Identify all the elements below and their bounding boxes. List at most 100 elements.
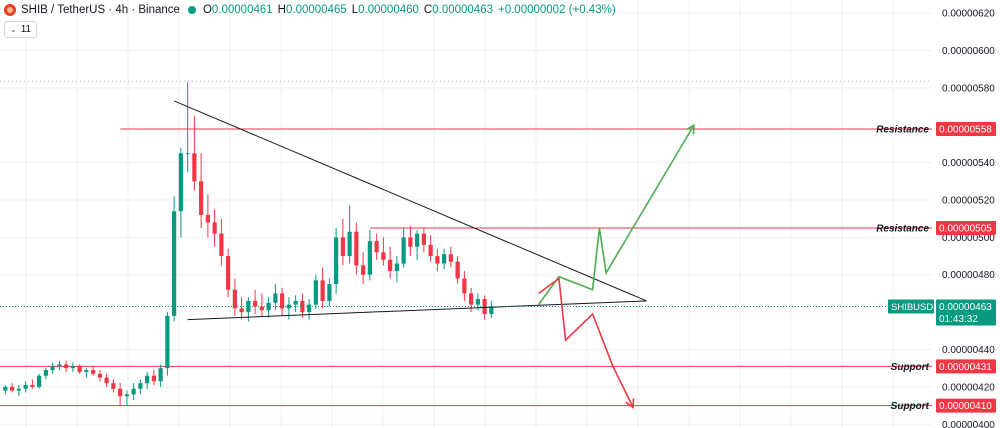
candle-body[interactable]: [232, 289, 237, 309]
candle-body[interactable]: [111, 383, 116, 389]
candle-body[interactable]: [64, 364, 69, 369]
y-axis-tick-label: 0.00000500: [942, 233, 995, 244]
candle-body[interactable]: [3, 386, 8, 391]
candle-body[interactable]: [138, 383, 143, 389]
bullish-projection-path[interactable]: [537, 124, 695, 306]
candle-body[interactable]: [23, 385, 28, 389]
candle-body[interactable]: [388, 259, 393, 272]
candle-body[interactable]: [361, 265, 366, 275]
candle-body[interactable]: [469, 293, 474, 305]
y-axis-tick-label: 0.00000580: [942, 83, 995, 94]
candle-body[interactable]: [374, 241, 379, 253]
y-axis-tick-label: 0.00000600: [942, 46, 995, 57]
level-price-tag: [936, 121, 996, 136]
candle-body[interactable]: [340, 237, 345, 257]
candle-body[interactable]: [192, 153, 197, 182]
candle-body[interactable]: [273, 293, 278, 303]
indicators-toggle[interactable]: ⌄ 11: [4, 21, 38, 38]
level-price-label: 0.00000558: [939, 124, 992, 135]
candle-body[interactable]: [145, 375, 150, 384]
low-value: 0.00000460: [358, 4, 419, 16]
level-name-resistance: Resistance: [876, 224, 929, 235]
candle-body[interactable]: [84, 370, 89, 372]
candle-body[interactable]: [212, 222, 217, 234]
trendline-lower[interactable]: [187, 300, 647, 321]
candle-body[interactable]: [320, 280, 325, 301]
candle-body[interactable]: [367, 241, 372, 275]
candle-body[interactable]: [185, 153, 190, 155]
candle-body[interactable]: [43, 370, 48, 376]
candle-body[interactable]: [408, 237, 413, 247]
candle-body[interactable]: [226, 256, 231, 290]
candle-body[interactable]: [199, 181, 204, 215]
candle-body[interactable]: [50, 366, 55, 371]
candle-body[interactable]: [266, 302, 271, 311]
candle-body[interactable]: [70, 366, 75, 369]
candle-body[interactable]: [246, 300, 251, 313]
candle-body[interactable]: [347, 231, 352, 257]
y-axis-tick-label: 0.00000420: [942, 382, 995, 393]
level-price-label: 0.00000505: [939, 224, 992, 235]
candle-body[interactable]: [381, 252, 386, 260]
candle-body[interactable]: [327, 284, 332, 301]
level-name-resistance: Resistance: [876, 124, 929, 135]
candle-body[interactable]: [30, 385, 35, 387]
candle-body[interactable]: [253, 300, 258, 307]
candle-body[interactable]: [158, 368, 163, 382]
candle-body[interactable]: [300, 300, 305, 313]
candle-body[interactable]: [293, 300, 298, 305]
level-price-tag: [936, 398, 996, 413]
current-price-tag: [936, 299, 996, 326]
y-axis-tick-label: 0.00000520: [942, 195, 995, 206]
candle-body[interactable]: [239, 308, 244, 313]
candle-body[interactable]: [482, 299, 487, 314]
candle-body[interactable]: [489, 306, 494, 314]
candle-body[interactable]: [448, 254, 453, 262]
candle-body[interactable]: [219, 233, 224, 257]
candle-body[interactable]: [401, 237, 406, 264]
candle-body[interactable]: [151, 375, 156, 382]
low-label: L: [351, 4, 359, 16]
y-axis-tick-label: 0.00000480: [942, 270, 995, 281]
candle-body[interactable]: [415, 233, 420, 247]
candle-body[interactable]: [313, 280, 318, 305]
candle-body[interactable]: [77, 366, 82, 372]
candle-body[interactable]: [205, 214, 210, 223]
candle-body[interactable]: [172, 211, 177, 316]
candle-body[interactable]: [435, 256, 440, 264]
level-name-support: Support: [891, 362, 930, 373]
candle-body[interactable]: [442, 254, 447, 264]
candle-body[interactable]: [165, 315, 170, 369]
candle-body[interactable]: [97, 373, 102, 378]
candle-body[interactable]: [131, 388, 136, 395]
candle-body[interactable]: [354, 231, 359, 266]
candle-body[interactable]: [428, 244, 433, 257]
trendline-upper[interactable]: [173, 100, 647, 302]
shib-logo-icon: [4, 4, 16, 16]
candle-body[interactable]: [475, 299, 480, 305]
candle-body[interactable]: [118, 388, 123, 397]
candle-body[interactable]: [178, 153, 183, 212]
candle-body[interactable]: [91, 370, 96, 374]
candle-body[interactable]: [421, 233, 426, 245]
candle-body[interactable]: [124, 394, 129, 397]
symbol-title[interactable]: SHIB / TetherUS · 4h · Binance: [21, 4, 180, 16]
bearish-projection-path[interactable]: [538, 277, 634, 408]
candle-body[interactable]: [455, 261, 460, 279]
level-price-tag: [936, 221, 996, 236]
close-label: C: [423, 4, 433, 16]
candle-body[interactable]: [57, 364, 62, 367]
candle-body[interactable]: [16, 388, 21, 391]
candle-body[interactable]: [462, 278, 467, 294]
candle-body[interactable]: [334, 237, 339, 285]
candle-body[interactable]: [37, 375, 42, 387]
candle-body[interactable]: [259, 306, 264, 311]
candle-body[interactable]: [10, 386, 15, 391]
candle-body[interactable]: [280, 293, 285, 309]
candle-body[interactable]: [307, 304, 312, 313]
candle-body[interactable]: [394, 263, 399, 272]
candle-body[interactable]: [104, 377, 109, 384]
level-name-support: Support: [891, 401, 930, 412]
